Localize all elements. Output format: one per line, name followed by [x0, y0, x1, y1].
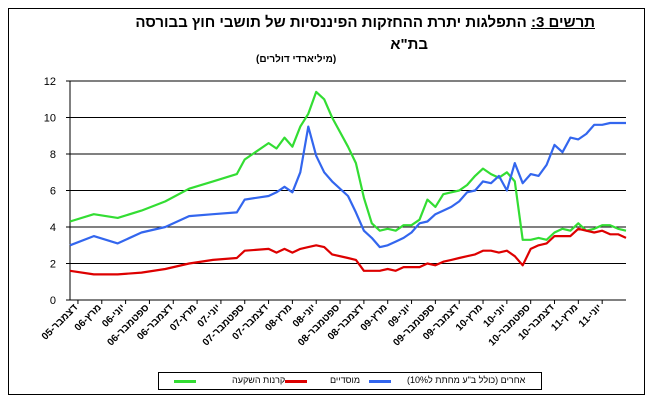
series-lines [69, 90, 627, 276]
legend-label-others: אחרים (כולל ב"ע מחתת ל10%) [407, 375, 526, 385]
axes [66, 80, 626, 304]
y-tick-label: 10 [44, 113, 56, 125]
series-line-0 [69, 90, 627, 241]
y-tick-label: 4 [50, 222, 56, 234]
chart-title: תרשים 3: התפלגות יתרת ההחזקות הפיננסיות … [135, 14, 595, 31]
x-tick-label: דצמבר-05 [40, 302, 80, 342]
x-tick-label: מרץ-09 [359, 302, 390, 333]
chart-title-line2: בת"א [390, 36, 428, 53]
x-tick-label: מרץ-06 [73, 302, 104, 333]
series-line-2 [69, 121, 626, 249]
grid-lines [70, 80, 626, 264]
chart-title-text: התפלגות יתרת ההחזקות הפיננסיות של תושבי … [135, 14, 527, 31]
y-tick-label: 12 [44, 76, 56, 88]
x-tick-label: מרץ-10 [454, 302, 485, 333]
y-tick-label: 6 [50, 186, 56, 198]
y-tick-label: 0 [50, 295, 56, 307]
y-tick-label: 2 [50, 259, 56, 271]
chart-frame [8, 8, 645, 395]
y-tick-label: 8 [50, 149, 56, 161]
y-tick-labels: 0 2 4 6 8 10 12 [44, 76, 56, 307]
legend-swatch-others [369, 380, 391, 383]
series-line-1 [69, 227, 627, 276]
legend: קרנות השקעה מוסדיים אחרים (כולל ב"ע מחתת… [158, 372, 542, 390]
x-tick-label: מרץ-11 [549, 302, 580, 333]
x-tick-label: יוני-11 [577, 302, 604, 329]
x-tick-label: מרץ-08 [263, 302, 294, 333]
legend-label-funds: קרנות השקעה [232, 375, 286, 385]
chart-number: תרשים 3: [530, 14, 595, 31]
x-tick-labels: דצמבר-05מרץ-06יוני-06ספטמבר-06דצמבר-06מר… [40, 302, 604, 348]
legend-label-institutional: מוסדיים [330, 375, 361, 385]
legend-swatch-funds [174, 380, 196, 383]
chart-subtitle: (מיליארדי דולרים) [256, 54, 337, 65]
x-tick-label: מרץ-07 [168, 302, 199, 333]
legend-swatch-institutional [285, 380, 307, 383]
